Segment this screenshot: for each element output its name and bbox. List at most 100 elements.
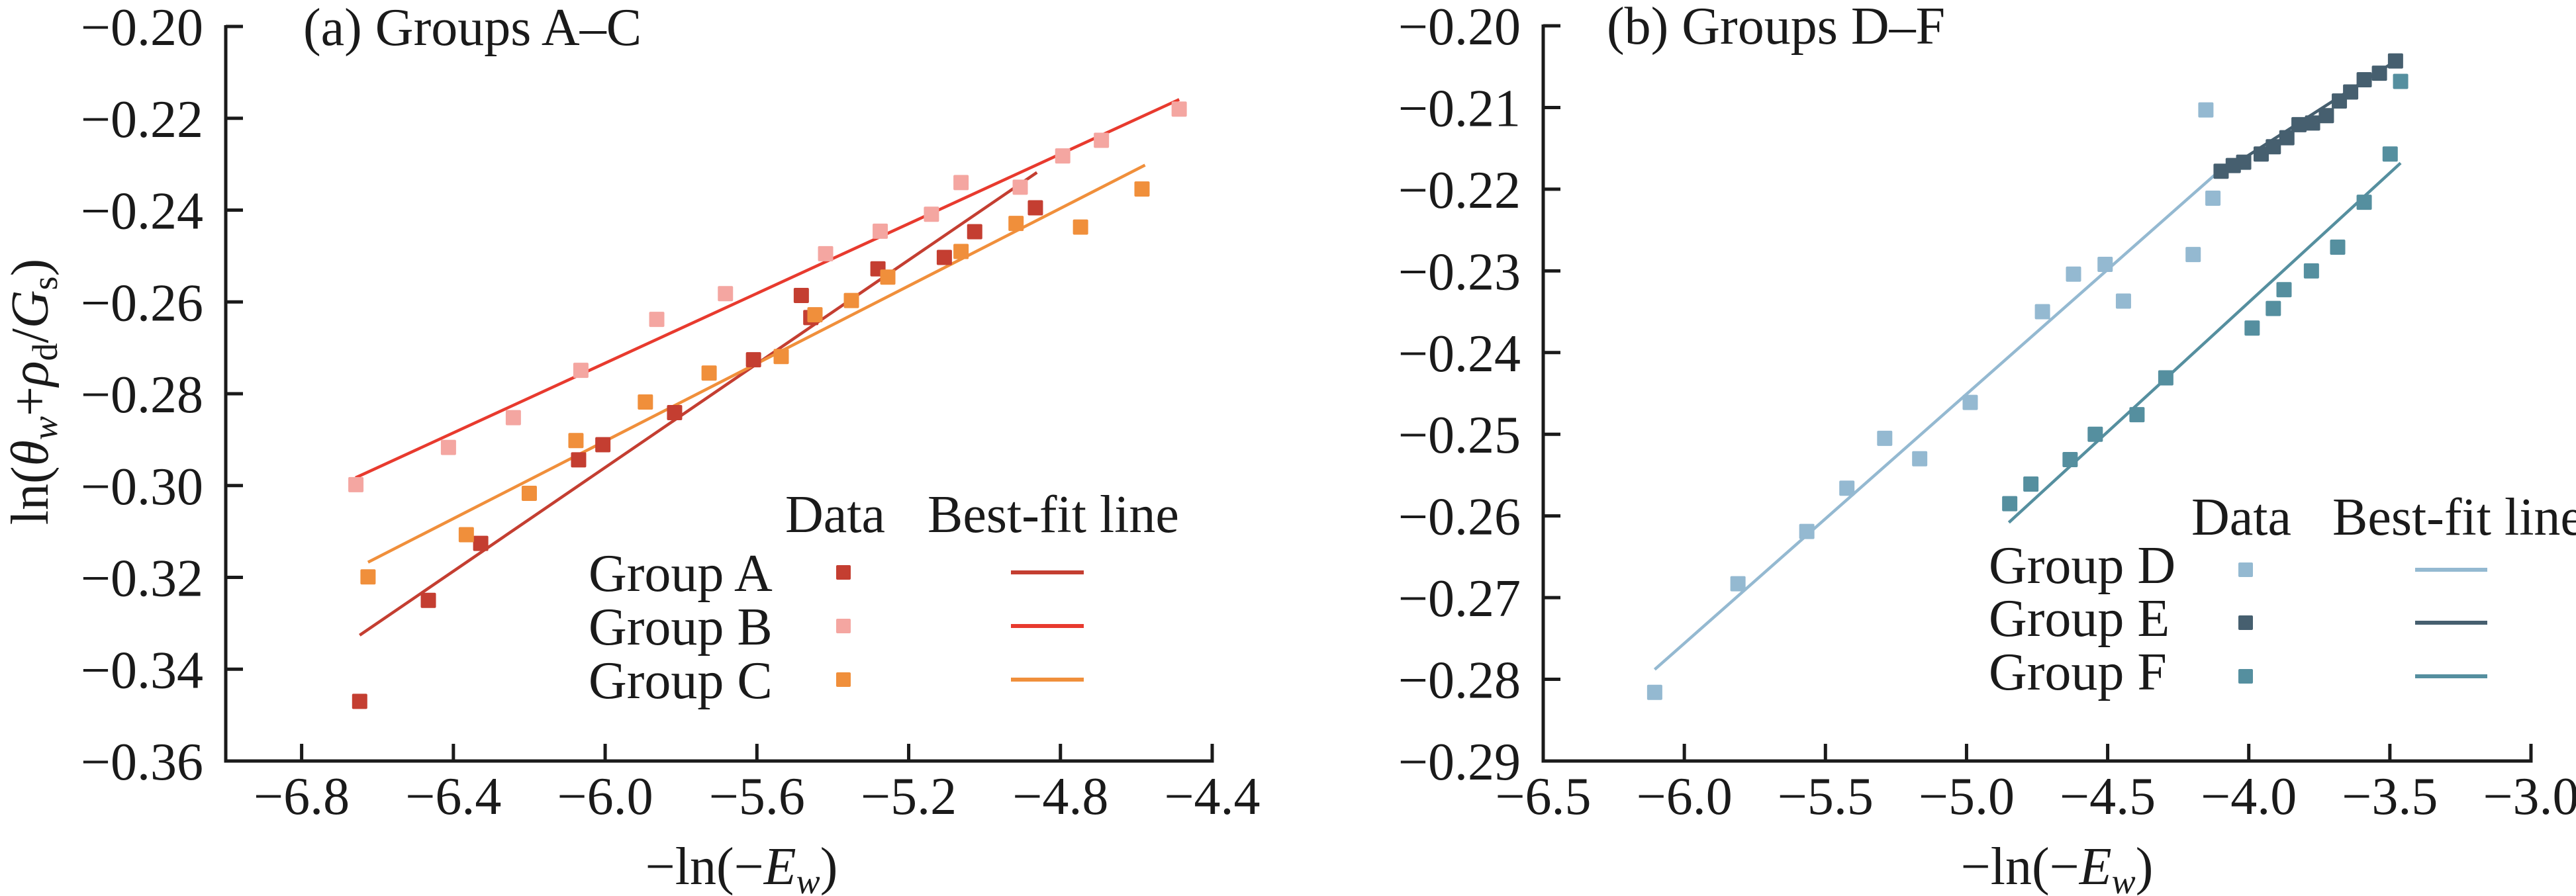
y-tick-label: −0.22 — [1398, 161, 1521, 220]
data-point-group-c — [1073, 219, 1088, 235]
data-point-group-d — [1799, 523, 1815, 539]
data-point-group-e — [2213, 163, 2229, 179]
data-point-group-e — [2305, 115, 2320, 131]
panel-a: (a) Groups A–C −0.20 −0.22 −0.24 −0.26 −0.28… — [1, 0, 1261, 896]
y-tick-label: −0.32 — [81, 550, 203, 608]
legend-label-group-f: Group F — [1989, 643, 2167, 701]
data-point-group-d — [1730, 576, 1746, 592]
data-point-group-f — [2303, 263, 2319, 279]
x-tick-label: −6.4 — [405, 768, 501, 826]
y-tick-label: −0.29 — [1398, 733, 1521, 791]
data-point-group-b — [873, 223, 888, 239]
fit-line-group-a — [359, 171, 1038, 637]
data-point-group-a — [571, 452, 587, 468]
data-point-group-a — [1027, 200, 1043, 216]
data-point-group-b — [348, 476, 364, 492]
legend-label-group-d: Group D — [1989, 537, 2175, 595]
data-point-group-a — [936, 249, 952, 265]
x-tick-label: −6.8 — [254, 768, 350, 826]
data-point-group-c — [773, 349, 789, 365]
data-point-group-b — [1012, 179, 1028, 195]
data-point-group-e — [2253, 146, 2269, 162]
data-point-group-f — [2393, 73, 2409, 89]
data-point-group-d — [2205, 190, 2221, 206]
data-point-group-c — [458, 527, 474, 543]
y-tick-label: −0.36 — [81, 733, 203, 791]
data-point-group-b — [953, 175, 969, 191]
data-point-group-b — [649, 312, 665, 328]
data-point-group-e — [2343, 84, 2359, 100]
data-point-group-e — [2279, 130, 2295, 146]
y-tick-label: −0.23 — [1398, 243, 1521, 301]
data-point-group-b — [1094, 132, 1110, 148]
legend-header-data: Data — [2191, 488, 2291, 547]
y-tick-label: −0.27 — [1398, 570, 1521, 628]
series-group-a — [352, 200, 1043, 709]
data-point-group-b — [1055, 148, 1071, 164]
data-point-group-c — [701, 365, 717, 381]
series-group-f — [2002, 73, 2409, 512]
panel-b: (b) Groups D–F −0.20 −0.21 −0.22 −0.23 −0.24… — [1398, 0, 2576, 896]
series-group-b — [348, 101, 1187, 492]
y-axis-label: ln(θw+ρd/Gs) — [1, 259, 65, 525]
data-point-group-f — [2087, 426, 2103, 442]
x-tick-label: −3.5 — [2342, 768, 2438, 826]
legend-marker-group-d — [2238, 562, 2253, 577]
x-tick-label: −6.0 — [1637, 768, 1733, 826]
data-point-group-a — [745, 352, 761, 368]
legend-marker-group-a — [836, 565, 851, 580]
x-tick-label: −5.2 — [861, 768, 957, 826]
data-point-group-a — [667, 404, 683, 420]
data-point-group-f — [2002, 496, 2018, 512]
y-tick-label: −0.28 — [1398, 652, 1521, 710]
x-tick-label: −3.0 — [2483, 768, 2576, 826]
y-tick-label: −0.30 — [81, 458, 203, 516]
legend-header-best-fit: Best-fit line — [2332, 488, 2576, 547]
data-point-group-a — [793, 288, 809, 304]
data-point-group-d — [1839, 480, 1855, 496]
x-tick-label: −4.5 — [2060, 768, 2156, 826]
data-point-group-f — [2062, 451, 2078, 467]
data-point-group-c — [1134, 181, 1150, 197]
x-tick-label: −5.5 — [1778, 768, 1874, 826]
y-tick-label: −0.22 — [81, 91, 203, 149]
data-point-group-f — [2129, 407, 2145, 423]
legend-header-best-fit: Best-fit line — [928, 486, 1179, 544]
y-tick-label: −0.26 — [81, 274, 203, 332]
data-point-group-d — [2066, 266, 2081, 282]
panel-a-data-points — [348, 101, 1187, 709]
y-tick-label: −0.20 — [81, 0, 203, 57]
legend-marker-group-b — [836, 619, 851, 633]
data-point-group-d — [1877, 430, 1893, 446]
data-point-group-a — [420, 592, 436, 608]
data-point-group-c — [953, 244, 969, 259]
data-point-group-d — [2198, 102, 2214, 118]
data-point-group-f — [2266, 300, 2281, 316]
data-point-group-c — [843, 292, 859, 308]
data-point-group-c — [568, 433, 584, 449]
data-point-group-f — [2244, 320, 2260, 336]
data-point-group-f — [2023, 476, 2039, 492]
y-tick-label: −0.24 — [81, 183, 203, 241]
data-point-group-f — [2330, 240, 2346, 255]
data-point-group-f — [2382, 146, 2398, 162]
fit-line-group-b — [355, 98, 1180, 480]
legend-marker-group-c — [836, 672, 851, 687]
data-point-group-c — [1008, 216, 1024, 232]
panel-a-x-axis-label: −ln(−Ew) — [645, 838, 838, 896]
data-point-group-e — [2266, 139, 2281, 155]
data-point-group-d — [1912, 451, 1928, 467]
series-group-e — [2213, 53, 2403, 179]
legend-label-group-a: Group A — [589, 545, 773, 603]
data-point-group-e — [2318, 108, 2334, 124]
data-point-group-a — [595, 437, 611, 453]
x-tick-label: −4.8 — [1012, 768, 1108, 826]
series-group-d — [1646, 102, 2221, 700]
x-tick-label: −5.0 — [1919, 768, 2015, 826]
data-point-group-a — [352, 694, 367, 709]
data-point-group-e — [2387, 53, 2403, 69]
data-point-group-b — [505, 410, 521, 426]
